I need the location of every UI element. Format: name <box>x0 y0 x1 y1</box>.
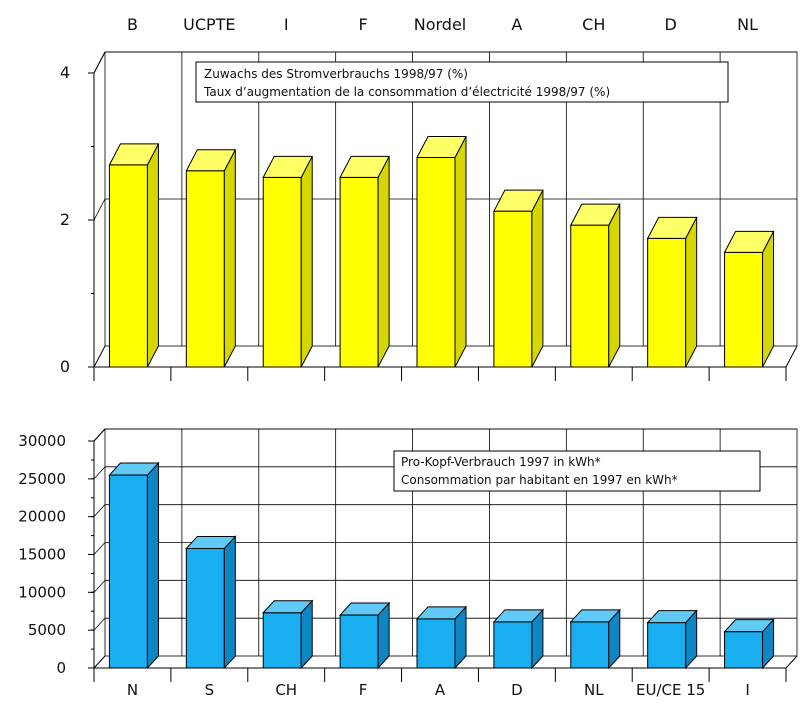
bar-front <box>108 474 148 669</box>
bar-top <box>185 149 237 172</box>
gridline-side <box>93 198 106 221</box>
bar-top <box>262 600 314 614</box>
bar-front <box>724 631 764 669</box>
per-capita-chart: 0 5000 10000 15000 20000 25000 30000 N S CH F A D NL E… <box>18 428 798 699</box>
y-tick-label: 25000 <box>18 470 66 488</box>
x-category-label: A <box>511 15 522 34</box>
x-category-label: N <box>127 681 138 699</box>
bar-side <box>300 156 313 368</box>
bar-top <box>338 602 391 616</box>
x-category-label: Nordel <box>414 15 467 34</box>
x-category-label: S <box>205 681 215 699</box>
bar-front <box>339 614 379 669</box>
per-capita-legend-line-2: Consommation par habitant en 1997 en kWh… <box>401 473 678 487</box>
bar-front <box>493 621 533 669</box>
bar-top <box>646 216 698 239</box>
floor-right-edge <box>785 345 798 368</box>
x-category-label: I <box>745 681 749 699</box>
bar-side <box>608 203 621 368</box>
x-category-label: A <box>435 681 446 699</box>
y-tick-label: 5000 <box>28 621 66 639</box>
bar-front <box>570 621 610 669</box>
y-tick-label: 15000 <box>18 546 66 564</box>
x-category-label: UCPTE <box>183 15 235 34</box>
x-category-label: F <box>359 15 368 34</box>
bar-top <box>646 610 698 624</box>
bar-top <box>723 619 775 633</box>
y-tick-label: 30000 <box>18 432 66 450</box>
gridline-side <box>93 428 106 442</box>
bar-front <box>185 170 225 368</box>
bar-top <box>492 609 545 623</box>
growth-legend-line-1: Zuwachs des Stromverbrauchs 1998/97 (%) <box>204 67 468 81</box>
y-tick-label: 0 <box>56 659 66 677</box>
bar-side <box>454 136 467 368</box>
bar-front <box>493 210 533 368</box>
bar-front <box>570 224 610 368</box>
bar-side <box>223 149 236 368</box>
per-capita-legend: Pro-Kopf-Verbrauch 1997 in kWh* Consomma… <box>393 450 761 492</box>
bar-front <box>262 176 302 368</box>
bar-front <box>262 612 302 669</box>
growth-legend-line-2: Taux d’augmentation de la consommation d… <box>203 85 610 99</box>
gridline-side <box>93 617 106 631</box>
per-capita-legend-line-1: Pro-Kopf-Verbrauch 1997 in kWh* <box>401 455 601 469</box>
bar-front <box>185 547 225 669</box>
x-category-label: I <box>284 15 289 34</box>
y-tick-label: 2 <box>60 210 70 229</box>
bar-front <box>108 164 148 368</box>
x-category-label: EU/CE 15 <box>636 681 705 699</box>
y-tick-label: 0 <box>60 357 70 376</box>
floor-left-edge <box>93 345 106 368</box>
bar-top <box>415 606 468 620</box>
x-category-label: NL <box>737 15 758 34</box>
growth-legend: Zuwachs des Stromverbrauchs 1998/97 (%) … <box>195 61 729 103</box>
bar-top <box>262 155 314 178</box>
x-category-label: NL <box>584 681 604 699</box>
y-tick-label: 20000 <box>18 508 66 526</box>
gridline-side <box>93 466 106 480</box>
bar-top <box>185 535 237 549</box>
bar-top <box>493 189 544 212</box>
bar-side <box>531 189 544 368</box>
x-category-label: F <box>359 681 368 699</box>
floor-left-edge <box>93 655 106 669</box>
gridline-side <box>93 580 106 593</box>
bar-side <box>223 535 236 670</box>
gridline-side <box>93 504 106 517</box>
bar-top <box>339 155 390 178</box>
bar-front <box>416 157 456 368</box>
bar-side <box>377 156 390 368</box>
bar-front <box>647 622 687 669</box>
bar-front <box>724 251 764 368</box>
x-category-label: B <box>127 15 138 34</box>
x-category-label: D <box>665 15 677 34</box>
bar-top <box>569 203 621 226</box>
bar-top <box>569 609 621 623</box>
gridline-side <box>93 542 106 555</box>
bar-top <box>108 462 160 476</box>
bar-side <box>146 461 159 670</box>
bar-front <box>416 618 456 669</box>
y-tick-label: 4 <box>60 63 70 82</box>
y-tick-label: 10000 <box>18 583 66 601</box>
bar-front <box>647 237 687 368</box>
x-category-label: CH <box>582 15 605 34</box>
bar-side <box>762 231 775 368</box>
bar-side <box>146 143 159 368</box>
growth-chart: 0 2 4 B UCPTE I F Nordel A CH D NL <box>60 15 798 381</box>
x-category-label: CH <box>275 681 297 699</box>
bar-front <box>339 176 379 368</box>
bar-top <box>723 230 775 253</box>
x-category-label: D <box>511 681 523 699</box>
floor-right-edge <box>785 655 798 669</box>
bar-top <box>416 136 467 159</box>
bar-top <box>108 143 160 166</box>
gridline-side <box>93 51 106 74</box>
bar-side <box>685 217 698 368</box>
